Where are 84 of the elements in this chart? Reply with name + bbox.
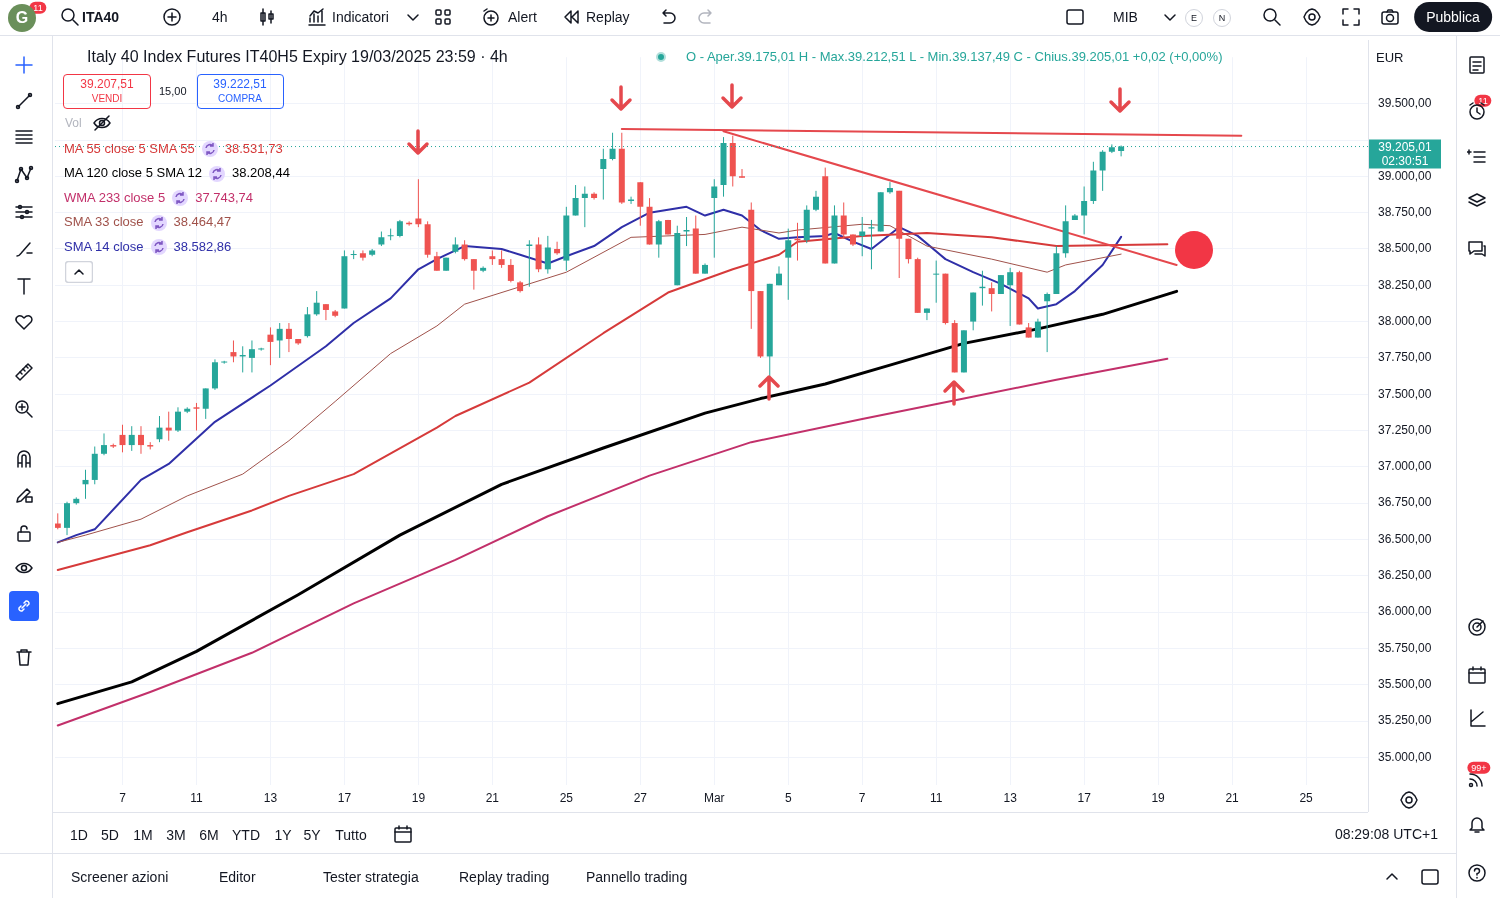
annotation: 15,00 (159, 84, 187, 98)
y-tick-label: 35.750,00 (1378, 640, 1432, 655)
text: 6M (199, 826, 219, 844)
text: MA 55 close 5 SMA 55 (64, 140, 195, 157)
text: Pannello trading (586, 868, 688, 886)
text: N (1213, 9, 1231, 27)
text: E (1185, 9, 1203, 27)
y-tick-label: 37.250,00 (1378, 422, 1432, 437)
text: WMA 233 close 5 (64, 189, 166, 206)
x-tick-label: Mar (703, 790, 725, 805)
text: 99+ (1467, 761, 1491, 775)
annotation: 39.222,51 (213, 77, 267, 92)
text: 1M (133, 826, 153, 844)
x-tick-label: 11 (929, 790, 943, 805)
annotation: 38.464,47 (173, 214, 232, 231)
y-tick-label: 38.500,00 (1378, 241, 1432, 256)
text: 5D (101, 826, 119, 844)
annotation: 38.531,73 (224, 140, 283, 157)
text: Indicatori (332, 8, 389, 26)
text: 02:30:51 (1381, 153, 1429, 168)
x-tick-label: 17 (337, 790, 352, 805)
text: Replay trading (459, 868, 550, 886)
text: Replay (586, 8, 630, 26)
x-tick-label: 21 (1225, 790, 1240, 805)
text: 1Y (274, 826, 292, 844)
y-tick-label: 35.000,00 (1378, 749, 1432, 764)
x-tick-label: 19 (1151, 790, 1166, 805)
text: 4h (212, 8, 228, 26)
y-tick-label: 39.000,00 (1378, 168, 1432, 183)
text: Screener azioni (71, 868, 169, 886)
text: Tester strategia (323, 868, 419, 886)
chart-subtitle: O - Aper.39.175,01 H - Max.39.212,51 L - Min.39.137,49 C - Chius.39.205,01 +0,02 (+0,00%) (686, 48, 1223, 65)
annotation: 39.207,51 (80, 77, 134, 92)
ref-line-label: 39.205,01 (1378, 139, 1433, 154)
y-tick-label: 36.750,00 (1378, 495, 1432, 510)
y-tick-label: 39.500,00 (1378, 96, 1432, 110)
text: 11 (29, 1, 47, 15)
x-tick-label: 13 (1003, 790, 1018, 805)
y-tick-label: 36.000,00 (1378, 604, 1432, 619)
text: SMA 33 close (64, 214, 144, 231)
text: G (15, 9, 29, 26)
annotation: Vol (65, 116, 82, 131)
x-tick-label: 11 (190, 790, 204, 805)
y-tick-label: 35.250,00 (1378, 713, 1432, 728)
x-tick-label: 25 (1299, 790, 1314, 805)
text: Tutto (335, 826, 367, 844)
text: SMA 14 close (64, 238, 144, 255)
text: Editor (219, 868, 256, 886)
text: MIB (1113, 8, 1138, 26)
y-tick-label: 38.250,00 (1378, 277, 1432, 292)
x-tick-label: 25 (559, 790, 574, 805)
x-tick-label: 21 (485, 790, 500, 805)
text: MA 120 close 5 SMA 12 (64, 165, 203, 182)
x-tick-label: 17 (1077, 790, 1092, 805)
y-tick-label: 36.250,00 (1378, 568, 1432, 583)
annotation: 38.208,44 (232, 165, 290, 182)
text: 5Y (303, 826, 321, 844)
y-tick-label: 38.750,00 (1378, 204, 1432, 219)
chart-title: Italy 40 Index Futures IT40H5 Expiry 19/03/2025 23:59 · 4h (87, 47, 508, 67)
x-tick-label: 5 (784, 790, 792, 805)
x-tick-label: 19 (411, 790, 426, 805)
text: ITA40 (82, 8, 120, 26)
y-tick-label: 35.500,00 (1378, 677, 1432, 692)
text: 3M (166, 826, 186, 844)
y-tick-label: 36.500,00 (1378, 531, 1432, 546)
text: 1D (70, 826, 88, 844)
text: Alert (508, 8, 537, 26)
annotation: VENDI (91, 93, 123, 105)
y-tick-label: 38.000,00 (1378, 313, 1432, 328)
annotation: 37.743,74 (195, 189, 253, 206)
annotation: 38.582,86 (173, 238, 232, 255)
x-tick-label: 7 (119, 790, 127, 805)
x-tick-label: 7 (858, 790, 866, 805)
x-tick-label: 13 (263, 790, 278, 805)
y-tick-label: 37.750,00 (1378, 350, 1432, 365)
text: 08:29:08 UTC+1 (1334, 825, 1438, 843)
y-tick-label: 37.500,00 (1378, 386, 1432, 401)
annotation: COMPRA (218, 93, 262, 105)
text: Pubblica (1414, 1, 1492, 33)
x-tick-label: 27 (633, 790, 648, 805)
text: 11 (1474, 94, 1492, 108)
text: YTD (232, 826, 260, 844)
text: EUR (1376, 49, 1404, 66)
y-tick-label: 37.000,00 (1378, 459, 1432, 474)
